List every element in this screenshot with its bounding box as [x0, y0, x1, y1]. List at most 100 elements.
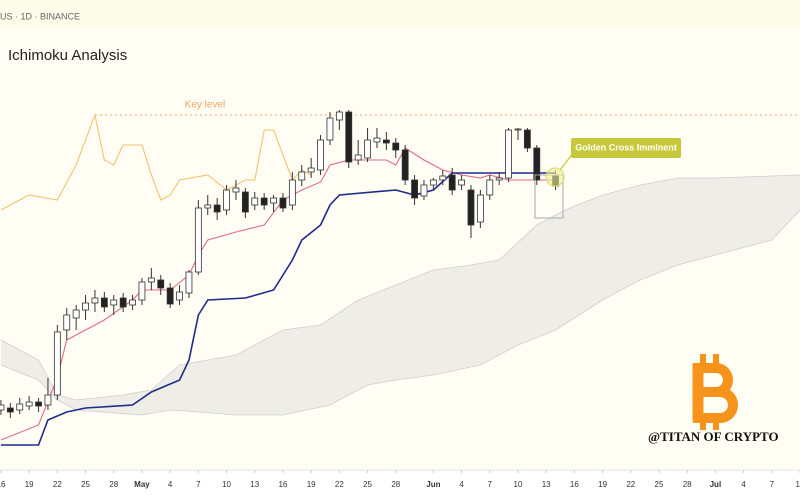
x-tick-label: 13 — [542, 480, 551, 489]
candle-body — [392, 142, 400, 151]
x-tick-label: 4 — [741, 480, 746, 489]
candle-body — [533, 147, 541, 181]
x-tick-label: 16 — [0, 480, 6, 489]
candle-body — [335, 111, 343, 121]
candle-body — [326, 117, 334, 141]
candle-body — [63, 314, 71, 331]
annotation-label: Golden Cross Imminent — [575, 142, 677, 152]
candle-body — [91, 297, 99, 304]
candle-body — [147, 277, 155, 283]
candle-body — [486, 179, 494, 196]
x-tick-label: 4 — [459, 480, 464, 489]
x-tick-label: Jul — [710, 480, 722, 489]
candle-body — [82, 302, 89, 311]
candle-body — [345, 111, 353, 163]
candle-body — [523, 129, 531, 149]
bitcoin-logo — [692, 354, 738, 430]
candle-body — [110, 299, 118, 306]
candle-body — [354, 154, 362, 161]
x-tick-label: 7 — [488, 480, 493, 489]
candle-body — [251, 197, 259, 206]
annotation-circle — [545, 167, 565, 187]
candle-body — [420, 184, 428, 197]
candle-body — [514, 128, 522, 131]
candle-body — [429, 179, 437, 186]
indicator-line — [0, 113, 312, 211]
candle-body — [241, 191, 249, 213]
header-band — [0, 0, 800, 28]
candle-body — [223, 189, 230, 211]
candle-body — [166, 287, 174, 305]
candle-body — [307, 167, 315, 173]
candle-body — [232, 187, 240, 193]
cloud-fill — [0, 175, 800, 415]
candle-body — [298, 171, 306, 181]
candle-body — [194, 207, 202, 273]
candle-body — [35, 401, 42, 407]
x-tick-label: 19 — [598, 480, 607, 489]
candle-body — [382, 139, 390, 144]
candle-body — [401, 149, 409, 181]
candle-body — [505, 129, 512, 179]
x-tick-label: 13 — [250, 480, 259, 489]
plot-area: Key level — [0, 100, 800, 446]
x-tick-label: 25 — [81, 480, 90, 489]
x-tick-label: 7 — [770, 480, 775, 489]
candle-body — [495, 177, 503, 181]
candle-body — [270, 197, 277, 204]
annotation-label-box — [571, 138, 681, 158]
x-tick-label: 28 — [391, 480, 400, 489]
x-tick-label: 25 — [655, 480, 664, 489]
candle-body — [44, 394, 52, 406]
candle-body — [458, 179, 465, 186]
candle-body — [213, 204, 221, 213]
candle-body — [138, 281, 146, 301]
cloud-span — [0, 209, 800, 416]
x-tick-label: 25 — [363, 480, 372, 489]
x-tick-label: 22 — [626, 480, 635, 489]
candle-body — [373, 137, 381, 143]
x-tick-label: 28 — [109, 480, 118, 489]
cloud-span — [0, 174, 800, 401]
candle-body — [129, 299, 136, 306]
candle-body — [53, 331, 61, 396]
x-tick-label: 7 — [196, 480, 201, 489]
candle-body — [176, 291, 183, 301]
x-tick-label: 22 — [335, 480, 344, 489]
x-tick-label: 28 — [683, 480, 692, 489]
candle-body — [448, 174, 456, 191]
x-tick-label: Jun — [426, 480, 440, 489]
candle-body — [72, 309, 80, 319]
plot-background — [0, 0, 800, 470]
key-level-label: Key level — [185, 100, 226, 111]
candle-body — [6, 407, 14, 413]
x-tick-label: 19 — [307, 480, 316, 489]
candle-body — [204, 204, 212, 209]
candle-body — [25, 401, 33, 407]
x-tick-label: May — [134, 480, 150, 489]
x-tick-label: 22 — [53, 480, 62, 489]
candle-body — [411, 179, 418, 199]
candle-body — [157, 279, 165, 289]
chart-subtitle: US · 1D · BINANCE — [0, 11, 80, 21]
candle-body — [439, 175, 447, 181]
candle-body — [317, 139, 324, 171]
x-tick-label: 4 — [168, 480, 173, 489]
candle-body — [467, 189, 475, 226]
candle-body — [288, 179, 296, 206]
x-tick-label: 16 — [279, 480, 288, 489]
x-tick-label: 10 — [222, 480, 231, 489]
candle-body — [185, 271, 193, 294]
candle-body — [364, 139, 371, 159]
chart-title: Ichimoku Analysis — [8, 47, 127, 64]
candle-body — [100, 297, 108, 308]
watermark: @TITAN OF CRYPTO — [648, 429, 779, 444]
candle-body — [476, 194, 484, 223]
candle-body — [279, 197, 287, 209]
candle-body — [260, 197, 268, 206]
x-tick-label: 10 — [514, 480, 523, 489]
x-tick-label: 16 — [570, 480, 579, 489]
candle-body — [0, 404, 5, 411]
candle-body — [119, 297, 127, 308]
